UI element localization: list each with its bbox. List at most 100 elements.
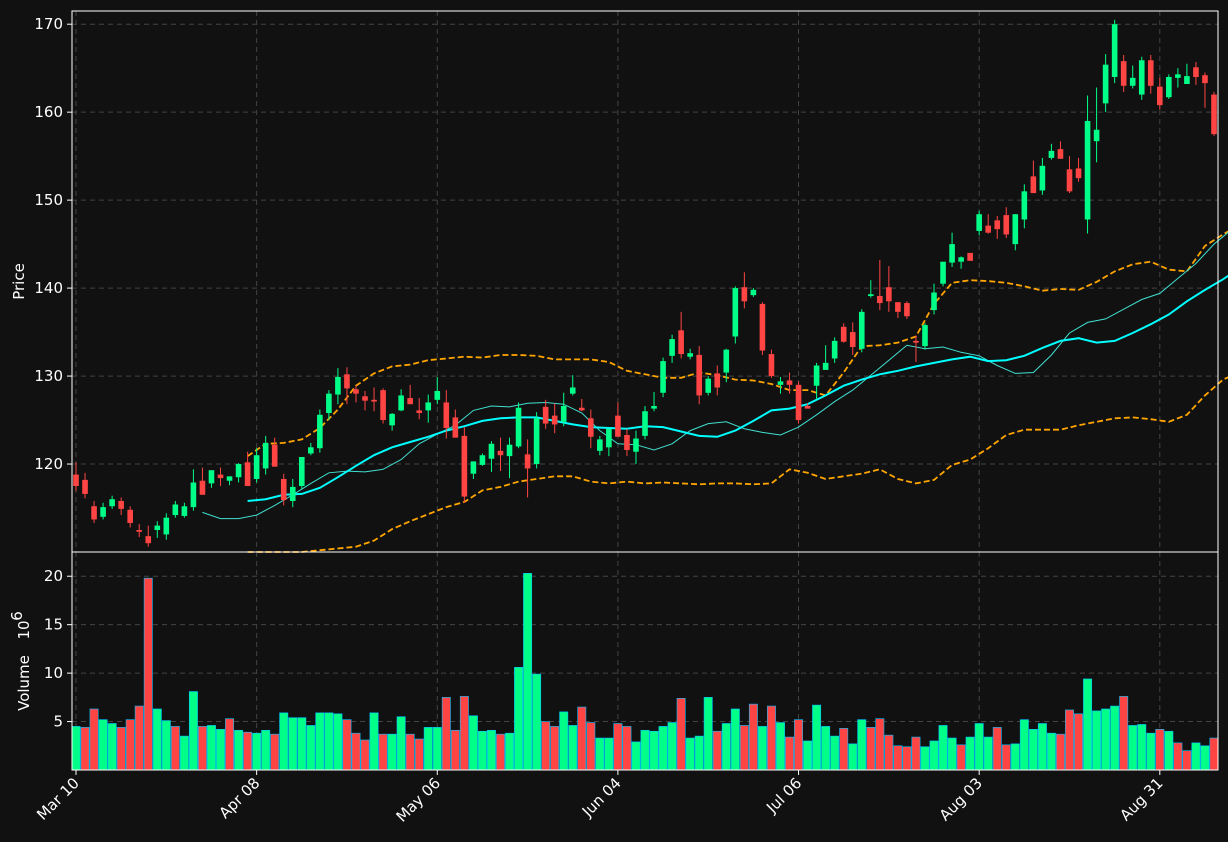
volume-bar [288, 717, 298, 771]
volume-bar [739, 725, 749, 771]
volume-bar [414, 738, 424, 771]
volume-bar [541, 721, 551, 771]
candle-body [642, 411, 648, 436]
candle-body [578, 407, 585, 411]
candle-body [768, 354, 775, 377]
candle-body [91, 506, 97, 520]
candle-body [723, 349, 730, 373]
volume-bar [794, 719, 803, 771]
candle-body [1211, 94, 1217, 135]
volume-bar [225, 718, 234, 771]
candle-body [244, 462, 251, 487]
candle-body [913, 340, 919, 343]
candle-body [1084, 120, 1091, 220]
volume-bar [487, 729, 496, 771]
candle-body [1003, 215, 1010, 235]
candle-body [271, 444, 278, 467]
volume-bar [459, 696, 469, 771]
volume-bar [396, 716, 406, 771]
candle-body [1166, 76, 1172, 98]
candle-body [940, 261, 946, 284]
candlesticks [73, 19, 1217, 547]
candle-body [1102, 64, 1109, 104]
volume-bar [730, 708, 740, 771]
candle-body [416, 410, 423, 414]
candle-body [904, 303, 910, 317]
volume-bar [1010, 743, 1020, 771]
volume-bar [216, 729, 225, 771]
volume-bar [369, 712, 379, 771]
volume-bar [586, 722, 596, 771]
price-tick-label: 130 [34, 367, 63, 385]
volume-bar [757, 726, 767, 771]
volume-bar [640, 729, 650, 771]
candle-body [208, 470, 215, 484]
volume-bar [1101, 708, 1111, 771]
volume-bar [71, 726, 81, 771]
candle-body [786, 380, 793, 385]
candle-body [524, 454, 531, 469]
volume-bar [1074, 713, 1083, 771]
volume-bar [965, 736, 975, 771]
candle-body [452, 417, 459, 438]
volume-bar [387, 733, 397, 771]
price-panel: 120 130 140 150 160 170 Price [10, 10, 1228, 553]
candle-body [633, 438, 639, 452]
candle-body [136, 530, 143, 532]
volume-bar [983, 736, 993, 771]
candle-body [867, 294, 874, 297]
price-tick-label: 160 [34, 103, 63, 121]
volume-bar [893, 745, 903, 771]
volume-bar [821, 726, 831, 771]
candle-body [588, 418, 594, 437]
candle-body [569, 387, 576, 394]
volume-bar [974, 723, 984, 771]
volume-bar [134, 705, 144, 771]
candle-body [1184, 76, 1190, 85]
volume-bar [1065, 709, 1074, 771]
candle-body [687, 353, 693, 357]
volume-bar [1110, 705, 1120, 771]
price-y-ticks: 120 130 140 150 160 170 [34, 15, 72, 473]
volume-bar [324, 712, 334, 771]
volume-axis-exponent: 6 [8, 611, 26, 621]
candle-body [308, 447, 314, 454]
candle-body [289, 486, 296, 501]
candle-body [985, 225, 992, 233]
candle-body [551, 415, 558, 425]
candle-body [967, 252, 973, 261]
candle-body [262, 442, 269, 469]
volume-bar [441, 697, 451, 771]
candle-body [931, 292, 937, 311]
volume-bar [450, 729, 460, 771]
volume-bar [848, 743, 858, 771]
volume-bar [550, 726, 560, 771]
candle-body [759, 303, 766, 351]
candle-body [777, 381, 784, 385]
volume-tick-label: 15 [44, 616, 63, 634]
candle-body [389, 413, 395, 426]
candle-body [470, 461, 477, 474]
volume-bar [80, 727, 90, 771]
candle-body [488, 443, 495, 459]
volume-bar [1200, 745, 1210, 771]
volume-bar [748, 703, 758, 771]
bollinger-upper-line [247, 230, 1228, 457]
candle-body [1012, 214, 1019, 245]
volume-bar [98, 719, 108, 771]
volume-bar [360, 739, 370, 771]
candle-body [362, 396, 368, 401]
volume-bar [721, 723, 731, 771]
candle-body [217, 474, 224, 479]
candle-body [1093, 129, 1100, 142]
volume-bar [1119, 696, 1129, 771]
volume-bar [1001, 744, 1011, 771]
volume-bar [143, 577, 153, 771]
volume-bar [1056, 733, 1065, 771]
volume-bar [595, 737, 605, 771]
candle-body [100, 507, 106, 517]
candle-body [407, 398, 413, 405]
candle-body [795, 384, 802, 421]
volume-bar [423, 727, 433, 771]
candle-body [280, 478, 287, 501]
